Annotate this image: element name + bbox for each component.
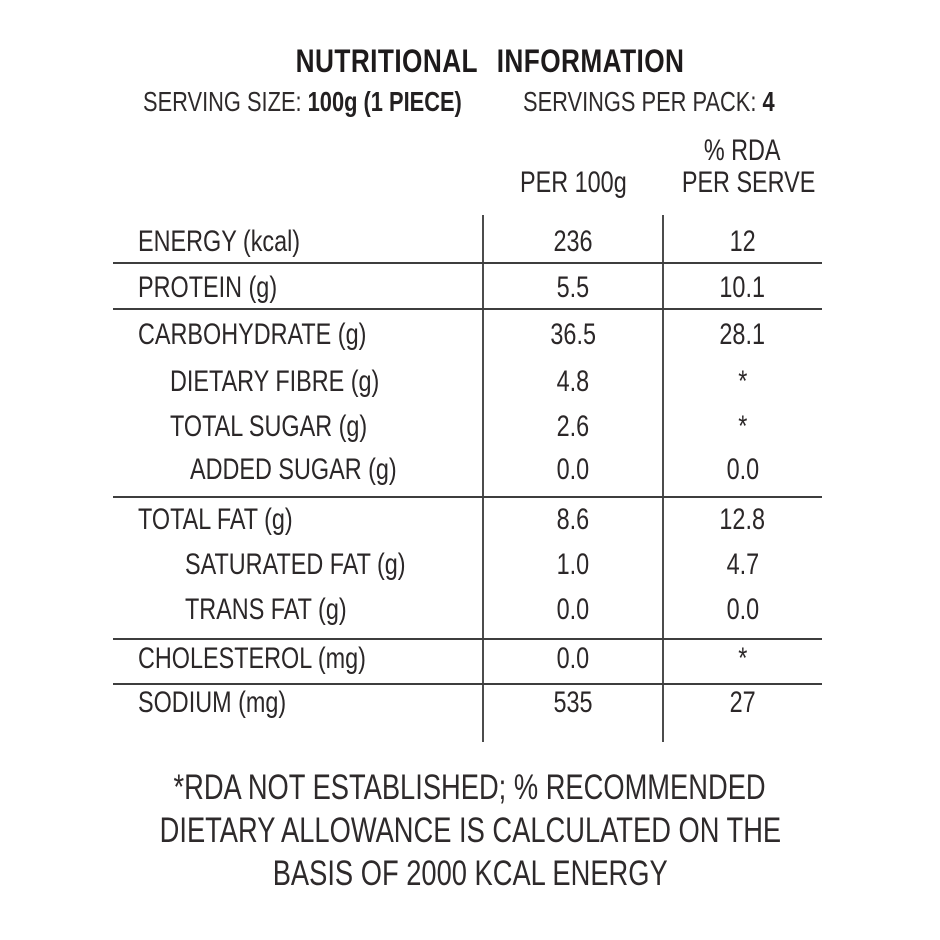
row-cholesterol: CHOLESTEROL (mg) 0.0 * bbox=[113, 636, 822, 682]
row-label: CHOLESTEROL (mg) bbox=[138, 642, 366, 675]
serving-size-label: SERVING SIZE: bbox=[143, 86, 302, 117]
row-carbohydrate: CARBOHYDRATE (g) 36.5 28.1 bbox=[113, 312, 822, 358]
servings-per-pack-label: SERVINGS PER PACK: bbox=[523, 86, 757, 117]
row-trans-fat: TRANS FAT (g) 0.0 0.0 bbox=[113, 587, 822, 633]
row-value-per-100g: 236 bbox=[553, 225, 593, 258]
row-value-rda: 0.0 bbox=[726, 453, 759, 486]
row-value-per-100g: 8.6 bbox=[556, 503, 590, 536]
row-protein: PROTEIN (g) 5.5 10.1 bbox=[113, 265, 822, 311]
row-value-rda: * bbox=[737, 410, 748, 443]
serving-size: SERVING SIZE: 100g (1 PIECE) bbox=[143, 87, 552, 117]
row-label: TOTAL SUGAR (g) bbox=[170, 410, 368, 443]
column-header-rda-per-serve: % RDA PER SERVE bbox=[663, 135, 822, 199]
footnote-line-2: DIETARY ALLOWANCE IS CALCULATED ON THE bbox=[159, 811, 781, 850]
row-value-per-100g: 0.0 bbox=[556, 453, 590, 486]
row-total-fat: TOTAL FAT (g) 8.6 12.8 bbox=[113, 497, 822, 543]
serving-size-value: 100g (1 PIECE) bbox=[307, 86, 462, 117]
row-value-rda: 12 bbox=[729, 225, 756, 258]
row-label: DIETARY FIBRE (g) bbox=[170, 365, 380, 398]
column-header-rda-line1: % RDA bbox=[704, 134, 781, 167]
footnote-line-1: *RDA NOT ESTABLISHED; % RECOMMENDED bbox=[173, 768, 767, 807]
row-value-rda: 10.1 bbox=[719, 271, 766, 304]
row-value-rda: 0.0 bbox=[726, 593, 759, 626]
row-sodium: SODIUM (mg) 535 27 bbox=[113, 680, 822, 726]
row-value-per-100g: 5.5 bbox=[556, 271, 590, 304]
row-label: SODIUM (mg) bbox=[138, 686, 287, 719]
page-title: NUTRITIONAL INFORMATION bbox=[20, 43, 940, 80]
row-value-per-100g: 2.6 bbox=[556, 410, 590, 443]
page-title-text: NUTRITIONAL INFORMATION bbox=[295, 43, 685, 79]
row-value-per-100g: 36.5 bbox=[550, 318, 596, 351]
row-separator bbox=[113, 683, 822, 685]
column-header-per-100g: PER 100g bbox=[519, 166, 627, 199]
row-separator bbox=[113, 638, 822, 640]
row-value-rda: 27 bbox=[729, 686, 756, 719]
footnote-line-3: BASIS OF 2000 KCAL ENERGY bbox=[272, 854, 668, 893]
row-value-rda: 28.1 bbox=[719, 318, 766, 351]
row-label: SATURATED FAT (g) bbox=[185, 548, 406, 581]
servings-per-pack-value: 4 bbox=[762, 86, 775, 117]
row-label: PROTEIN (g) bbox=[138, 271, 278, 304]
row-value-rda: 12.8 bbox=[719, 503, 766, 536]
row-separator bbox=[113, 262, 822, 264]
row-value-per-100g: 1.0 bbox=[556, 548, 590, 581]
row-separator bbox=[113, 308, 822, 310]
row-dietary-fibre: DIETARY FIBRE (g) 4.8 * bbox=[113, 359, 822, 405]
row-value-rda: * bbox=[737, 365, 748, 398]
row-value-rda: 4.7 bbox=[726, 548, 759, 581]
row-label: CARBOHYDRATE (g) bbox=[138, 318, 367, 351]
row-value-per-100g: 535 bbox=[553, 686, 593, 719]
row-separator bbox=[113, 496, 822, 498]
row-label: TOTAL FAT (g) bbox=[138, 503, 293, 536]
servings-per-pack: SERVINGS PER PACK: 4 bbox=[523, 87, 846, 117]
row-value-per-100g: 4.8 bbox=[556, 365, 590, 398]
row-label: ENERGY (kcal) bbox=[138, 225, 301, 258]
row-added-sugar: ADDED SUGAR (g) 0.0 0.0 bbox=[113, 447, 822, 493]
row-value-per-100g: 0.0 bbox=[556, 593, 590, 626]
row-value-per-100g: 0.0 bbox=[556, 642, 590, 675]
row-label: TRANS FAT (g) bbox=[185, 593, 347, 626]
row-label: ADDED SUGAR (g) bbox=[190, 453, 397, 486]
column-divider-right bbox=[662, 215, 664, 742]
row-value-rda: * bbox=[737, 642, 748, 675]
row-total-sugar: TOTAL SUGAR (g) 2.6 * bbox=[113, 404, 822, 450]
row-saturated-fat: SATURATED FAT (g) 1.0 4.7 bbox=[113, 542, 822, 588]
rda-footnote: *RDA NOT ESTABLISHED; % RECOMMENDED DIET… bbox=[0, 766, 940, 895]
column-header-rda-line2: PER SERVE bbox=[681, 166, 816, 199]
column-divider-left bbox=[482, 215, 484, 742]
row-energy: ENERGY (kcal) 236 12 bbox=[113, 219, 822, 265]
